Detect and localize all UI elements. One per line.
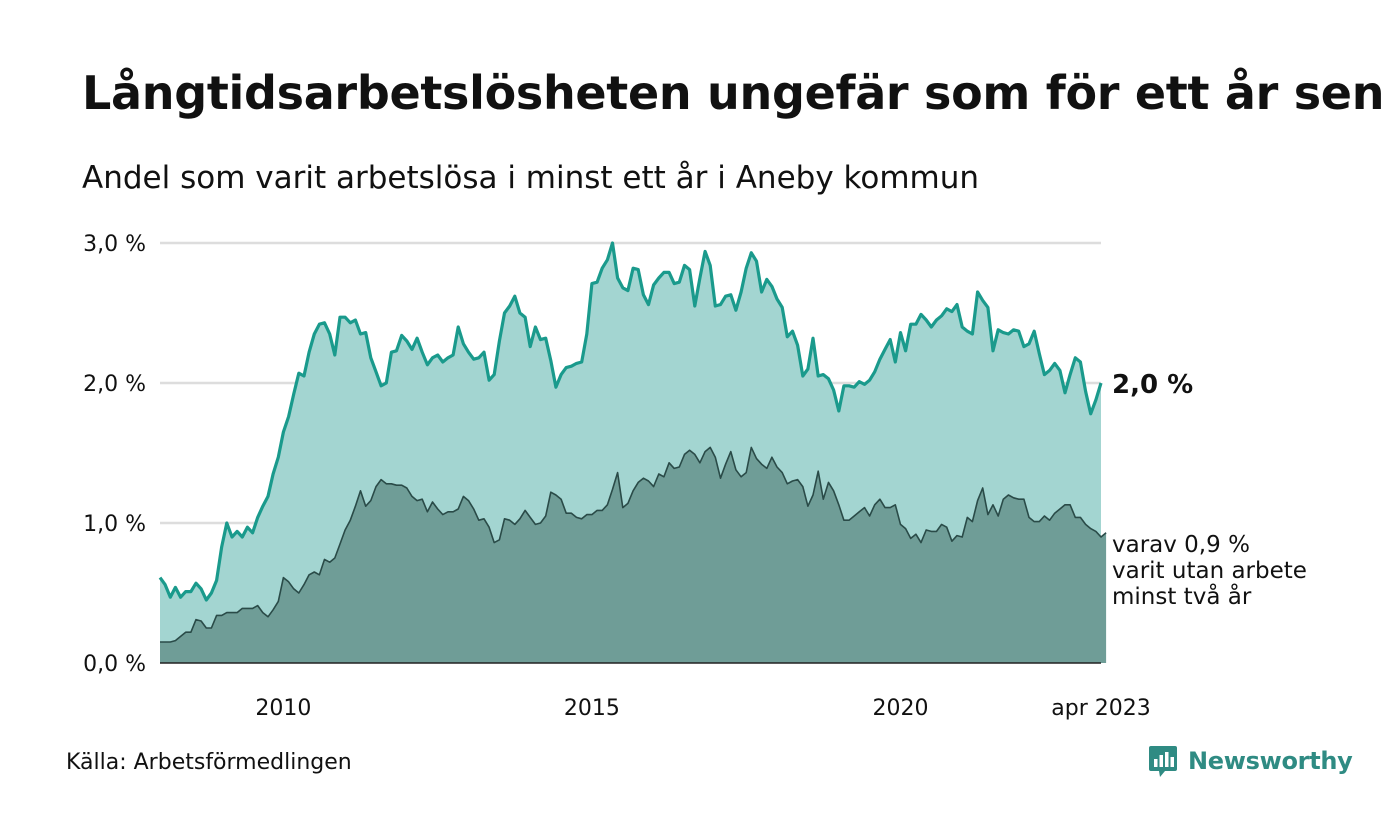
y-tick-label: 1,0 % [83, 512, 146, 537]
brand-logo: Newsworthy [1148, 744, 1353, 778]
x-tick-label: 2015 [564, 696, 620, 721]
chart-title: Långtidsarbetslösheten ungefär som för e… [82, 66, 1385, 120]
x-axis-ticks: 2010 2015 2020 apr 2023 [255, 696, 1150, 721]
series-sub-end-label: varav 0,9 % varit utan arbete minst två år [1112, 532, 1307, 610]
y-tick-label: 2,0 % [83, 372, 146, 397]
brand-name: Newsworthy [1188, 747, 1353, 775]
x-tick-label: apr 2023 [1051, 696, 1150, 721]
series-sub-line [160, 446, 1107, 643]
series-main-end-label: 2,0 % [1112, 370, 1193, 400]
y-tick-label: 0,0 % [83, 652, 146, 677]
x-tick-label: 2010 [255, 696, 311, 721]
sub-end-label-line: varit utan arbete [1112, 558, 1307, 584]
chart-subtitle: Andel som varit arbetslösa i minst ett å… [82, 160, 980, 196]
sub-end-label-line: minst två år [1112, 582, 1252, 610]
y-tick-label: 3,0 % [83, 232, 146, 257]
y-axis-ticks: 0,0 % 1,0 % 2,0 % 3,0 % [83, 232, 146, 677]
series-main-line [158, 241, 1103, 602]
series-sub-area [160, 447, 1107, 663]
sub-end-label-line: varav 0,9 % [1112, 532, 1250, 558]
x-tick-label: 2020 [872, 696, 928, 721]
newsworthy-chat-bar-icon [1149, 746, 1177, 777]
source-note: Källa: Arbetsförmedlingen [66, 750, 352, 775]
